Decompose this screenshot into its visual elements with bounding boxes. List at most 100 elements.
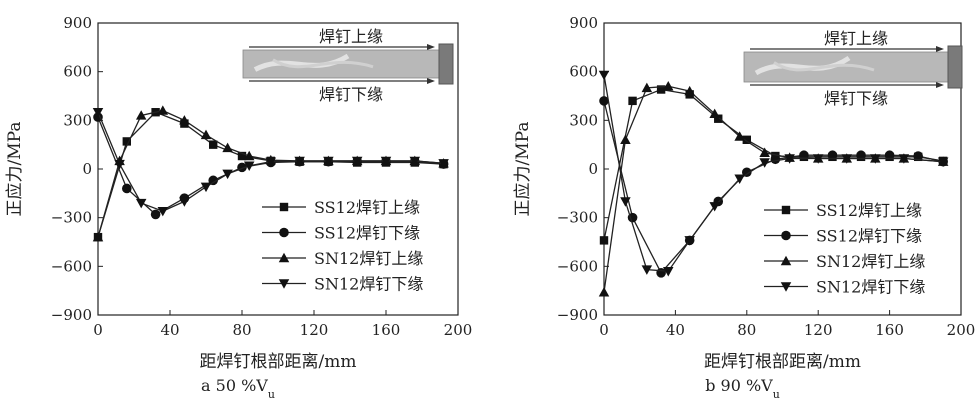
- data-point: [913, 151, 923, 161]
- data-point: [870, 154, 881, 164]
- y-axis-title: 正应力/MPa: [513, 122, 533, 217]
- legend-marker: [780, 282, 792, 292]
- data-point: [620, 197, 631, 207]
- data-point: [812, 154, 824, 164]
- y-tick-label: −600: [51, 257, 92, 275]
- data-point: [135, 110, 147, 120]
- data-point: [784, 154, 795, 164]
- legend-marker: [780, 255, 792, 266]
- y-tick-label: −900: [557, 306, 598, 324]
- data-point: [380, 156, 392, 167]
- legend-label: SS12焊钉下缘: [816, 227, 922, 246]
- data-point: [759, 158, 770, 168]
- series-2: [599, 96, 948, 278]
- data-point: [122, 183, 132, 194]
- y-tick-label: −300: [51, 209, 92, 227]
- data-point: [759, 147, 770, 157]
- legend-marker: [279, 202, 289, 212]
- series-1: [93, 108, 448, 242]
- x-tick-label: 160: [875, 321, 904, 339]
- legend-label: SS12焊钉上缘: [314, 198, 420, 217]
- y-tick-label: −900: [51, 306, 92, 324]
- y-tick-label: 900: [569, 14, 598, 32]
- data-point: [222, 142, 233, 153]
- series-line: [603, 74, 944, 272]
- y-tick-label: 300: [569, 111, 598, 129]
- data-point: [243, 161, 255, 172]
- x-tick-label: 200: [947, 321, 975, 339]
- arrow-head: [427, 44, 435, 50]
- data-point: [200, 129, 212, 140]
- data-point: [265, 157, 277, 167]
- data-point: [684, 236, 695, 246]
- legend: SS12焊钉上缘 SS12焊钉下缘 SN12焊钉上缘 SN12焊钉下缘: [764, 201, 925, 297]
- data-point: [684, 85, 695, 96]
- chart-panel-1: −900 −600 −300 0 300 600 900 0 40 80 120 160 200 距焊钉根…: [5, 14, 472, 401]
- legend-label: SS12焊钉上缘: [816, 201, 922, 220]
- legend-label: SN12焊钉上缘: [816, 252, 925, 271]
- legend-marker: [278, 279, 290, 289]
- data-point: [898, 154, 910, 164]
- series-line: [97, 111, 444, 238]
- stud-bottom-label: 焊钉下缘: [319, 85, 383, 104]
- y-tick-label: 300: [63, 111, 92, 129]
- arrow-head: [936, 46, 944, 52]
- data-point: [734, 174, 745, 184]
- stud-top-label: 焊钉上缘: [824, 29, 888, 48]
- y-tick-label: 600: [569, 63, 598, 81]
- arrow-head: [427, 78, 435, 84]
- chart-panel-2: −900 −600 −300 0 300 600 900 0 40 80 120 160 200 距焊钉根…: [513, 14, 975, 401]
- y-tick-label: −600: [557, 257, 598, 275]
- data-point: [884, 150, 895, 161]
- x-tick-label: 0: [599, 321, 609, 339]
- data-point: [620, 134, 631, 144]
- data-point: [663, 81, 674, 91]
- stud-highlight: [272, 58, 374, 69]
- caption-text: a 50 %V: [201, 376, 268, 395]
- data-point: [641, 82, 653, 93]
- arrow-head: [936, 82, 944, 88]
- data-point: [222, 169, 233, 180]
- data-point: [243, 150, 255, 161]
- data-point: [92, 231, 104, 242]
- data-point: [628, 96, 637, 106]
- data-point: [209, 140, 218, 149]
- legend-marker: [279, 227, 289, 238]
- x-tick-label: 160: [372, 321, 401, 339]
- legend-label: SN12焊钉下缘: [816, 278, 925, 297]
- data-point: [122, 137, 131, 146]
- data-point: [742, 135, 751, 144]
- legend-marker: [278, 252, 290, 263]
- data-point: [599, 236, 609, 245]
- legend: SS12焊钉上缘 SS12焊钉下缘 SN12焊钉上缘 SN12焊钉下缘: [262, 198, 423, 294]
- series-3: [92, 105, 449, 242]
- legend-label: SS12焊钉下缘: [314, 224, 420, 243]
- y-axis-title: 正应力/MPa: [5, 122, 25, 217]
- y-tick-label: −300: [557, 209, 598, 227]
- data-point: [641, 265, 653, 275]
- x-tick-label: 120: [300, 321, 329, 339]
- series-1: [599, 85, 948, 245]
- series-line: [603, 100, 944, 274]
- x-axis-title: 距焊钉根部距离/mm: [704, 352, 861, 372]
- y-tick-label: 0: [82, 160, 92, 178]
- data-point: [237, 151, 247, 161]
- data-point: [841, 154, 853, 164]
- data-point: [179, 197, 190, 207]
- stud-highlight: [773, 61, 875, 72]
- x-tick-label: 80: [232, 321, 251, 339]
- x-tick-label: 40: [666, 321, 685, 339]
- data-point: [157, 206, 169, 217]
- series-line: [97, 109, 444, 238]
- stud-highlight: [754, 55, 851, 76]
- data-point: [827, 150, 838, 161]
- x-axis-title: 距焊钉根部距离/mm: [200, 352, 357, 372]
- legend-label: SN12焊钉下缘: [314, 275, 423, 294]
- data-point: [856, 150, 866, 161]
- stud-top-label: 焊钉上缘: [319, 27, 383, 46]
- data-point: [656, 85, 666, 94]
- data-point: [114, 159, 125, 170]
- y-tick-label: 0: [588, 160, 598, 178]
